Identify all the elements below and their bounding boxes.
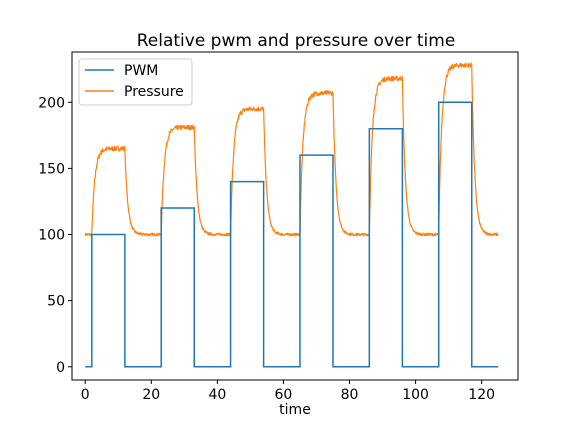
x-tick-label: 60 — [275, 387, 293, 403]
y-axis-ticks: 0 50 100 150 200 — [38, 95, 72, 376]
x-tick-label: 120 — [468, 387, 495, 403]
y-tick-label: 0 — [56, 360, 65, 376]
x-axis-ticks: 0 20 40 60 80 100 120 — [81, 380, 495, 403]
pwm-line — [85, 101, 499, 368]
x-axis-label: time — [279, 402, 311, 418]
x-tick-label: 100 — [402, 387, 429, 403]
y-tick-label: 200 — [38, 95, 65, 111]
chart-title: Relative pwm and pressure over time — [137, 31, 456, 51]
legend-label-pressure: Pressure — [124, 84, 184, 100]
y-tick-label: 100 — [38, 228, 65, 244]
legend: PWM Pressure — [78, 58, 193, 106]
x-tick-label: 40 — [208, 387, 226, 403]
y-tick-label: 150 — [38, 161, 65, 177]
x-tick-label: 80 — [341, 387, 359, 403]
y-tick-label: 50 — [47, 294, 65, 310]
plot-frame — [71, 51, 519, 381]
legend-label-pwm: PWM — [124, 63, 158, 79]
x-tick-label: 20 — [142, 387, 160, 403]
pressure-line — [84, 62, 499, 238]
x-tick-label: 0 — [81, 387, 90, 403]
plot-area — [84, 62, 499, 368]
